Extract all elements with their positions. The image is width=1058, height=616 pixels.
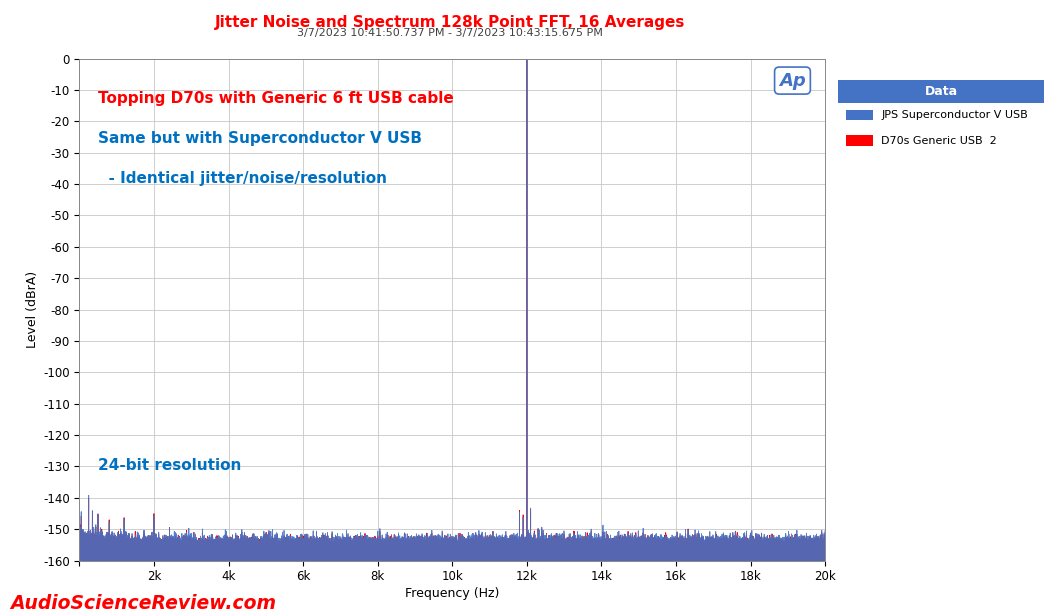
Y-axis label: Level (dBrA): Level (dBrA): [25, 271, 39, 348]
Text: 3/7/2023 10:41:50.737 PM - 3/7/2023 10:43:15.675 PM: 3/7/2023 10:41:50.737 PM - 3/7/2023 10:4…: [296, 28, 603, 38]
Text: Same but with Superconductor V USB: Same but with Superconductor V USB: [98, 131, 422, 147]
Text: Topping D70s with Generic 6 ft USB cable: Topping D70s with Generic 6 ft USB cable: [98, 91, 454, 106]
Text: 24-bit resolution: 24-bit resolution: [98, 458, 241, 472]
Text: Data: Data: [925, 85, 957, 98]
Text: - Identical jitter/noise/resolution: - Identical jitter/noise/resolution: [98, 171, 387, 187]
X-axis label: Frequency (Hz): Frequency (Hz): [405, 588, 499, 601]
Bar: [838, 80, 1044, 102]
Text: D70s Generic USB  2: D70s Generic USB 2: [881, 136, 997, 145]
Text: Ap: Ap: [779, 71, 806, 89]
Bar: [846, 136, 873, 146]
Text: AudioScienceReview.com: AudioScienceReview.com: [11, 594, 276, 613]
Bar: [846, 110, 873, 120]
Text: JPS Superconductor V USB: JPS Superconductor V USB: [881, 110, 1028, 120]
Text: Jitter Noise and Spectrum 128k Point FFT, 16 Averages: Jitter Noise and Spectrum 128k Point FFT…: [215, 15, 685, 30]
